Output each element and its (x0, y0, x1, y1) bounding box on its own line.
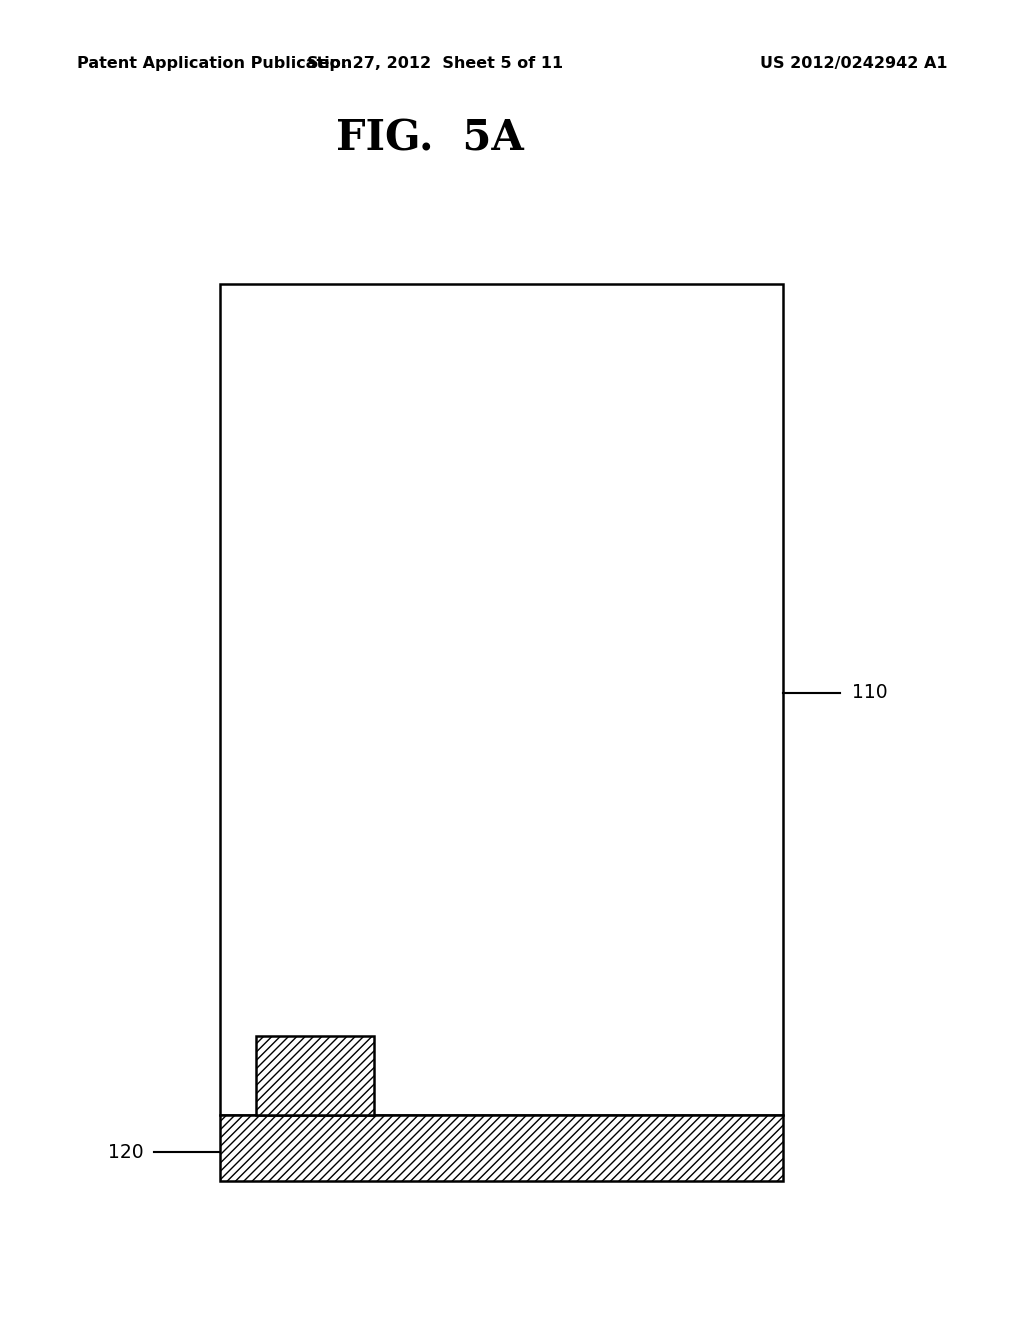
Text: Sep. 27, 2012  Sheet 5 of 11: Sep. 27, 2012 Sheet 5 of 11 (307, 55, 563, 71)
Text: 110: 110 (852, 684, 888, 702)
Bar (220, 284, 783, 1115)
Bar (220, 1115, 783, 1181)
Text: US 2012/0242942 A1: US 2012/0242942 A1 (760, 55, 947, 71)
Text: Patent Application Publication: Patent Application Publication (77, 55, 352, 71)
Bar (256, 1036, 374, 1115)
Text: FIG.  5A: FIG. 5A (336, 117, 524, 160)
Text: 120: 120 (108, 1143, 143, 1162)
